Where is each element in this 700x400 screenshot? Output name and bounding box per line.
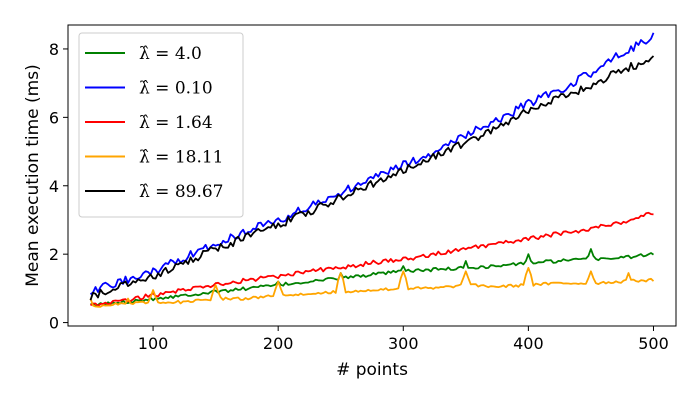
series-line-1 [90, 248, 654, 307]
legend-label: λ̂ = 1.64 [139, 113, 213, 133]
legend-box [78, 32, 244, 218]
legend-label: λ̂ = 18.11 [139, 148, 224, 168]
x-axis-label: # points [336, 360, 408, 380]
x-tick-label: 200 [263, 334, 294, 353]
x-tick-label: 300 [388, 334, 419, 353]
legend-label: λ̂ = 4.0 [139, 44, 202, 64]
y-tick-label: 8 [49, 40, 59, 59]
x-tick-label: 500 [638, 334, 669, 353]
y-tick-label: 2 [49, 245, 59, 264]
series-line-5 [89, 55, 655, 301]
plot-frame [67, 24, 677, 327]
series-line-4 [89, 266, 655, 308]
legend-label: λ̂ = 89.67 [139, 182, 224, 202]
ticks-layer: 100 200 300 400 500 0 2 4 6 8 [49, 40, 669, 353]
series-line-2 [89, 32, 655, 295]
y-tick-label: 0 [49, 314, 59, 333]
series-line-3 [89, 211, 654, 308]
legend-label: λ̂ = 0.10 [139, 79, 213, 99]
y-tick-label: 6 [49, 108, 59, 127]
y-axis-label: Mean execution time (ms) [23, 64, 43, 286]
legend: λ̂ = 4.0 λ̂ = 0.10 λ̂ = 1.64 λ̂ = 18.11 λ̂ =… [78, 32, 244, 218]
x-tick-label: 100 [138, 334, 169, 353]
series-layer [89, 32, 655, 308]
x-tick-label: 400 [513, 334, 544, 353]
y-tick-label: 4 [49, 177, 59, 196]
